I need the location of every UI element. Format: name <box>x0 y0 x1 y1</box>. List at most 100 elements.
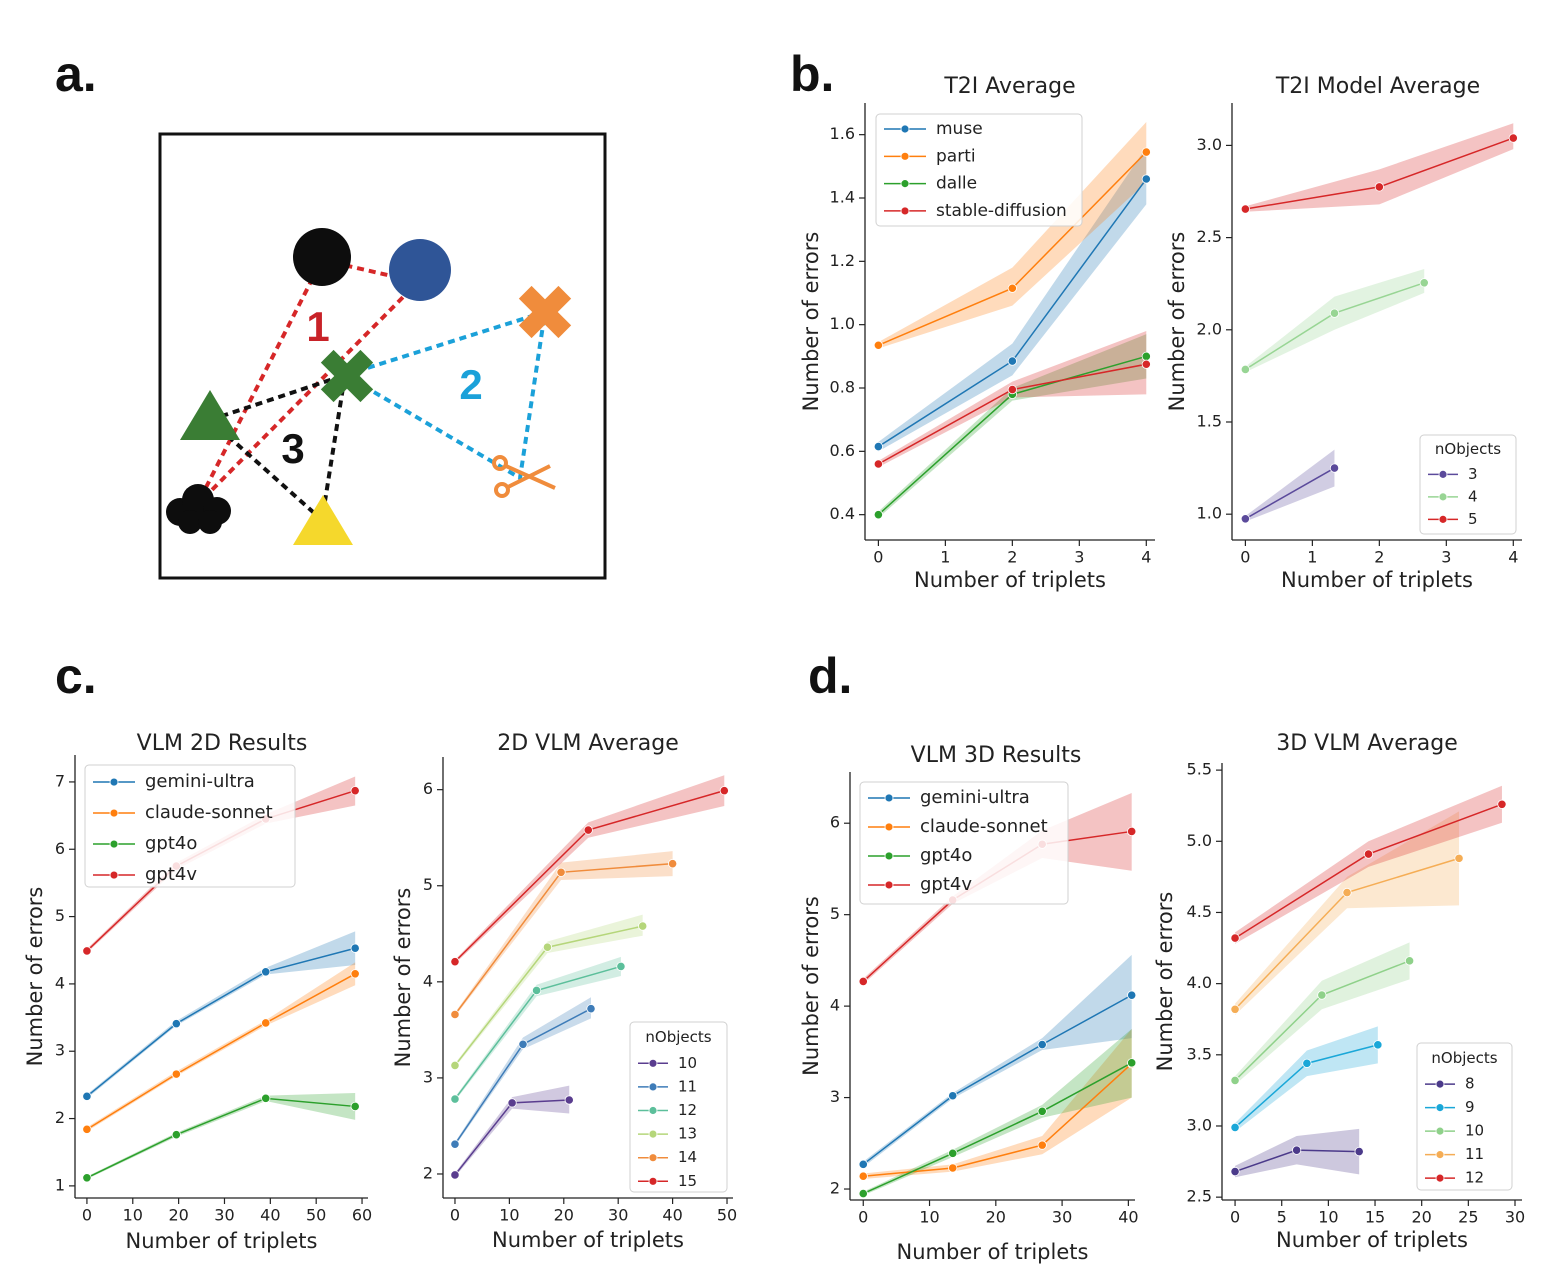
point <box>542 942 553 952</box>
point <box>1127 990 1137 1000</box>
y-tick-label: 1.2 <box>830 251 855 270</box>
point <box>450 1094 460 1104</box>
x-tick-label: 0 <box>82 1206 92 1225</box>
legend-label: gpt4v <box>145 864 197 885</box>
panel-label: c. <box>55 648 97 704</box>
point <box>873 340 883 350</box>
confidence-band <box>86 1092 356 1180</box>
point <box>1007 384 1017 395</box>
confidence-band <box>878 331 1147 468</box>
chart-title: VLM 3D Results <box>911 743 1082 768</box>
y-axis-label: Number of errors <box>391 888 415 1068</box>
y-tick-label: 1.4 <box>830 188 855 207</box>
x-tick-label: 2 <box>1007 548 1017 567</box>
x-tick-label: 60 <box>352 1206 372 1225</box>
diagram-frame <box>158 132 607 580</box>
x-tick-label: 30 <box>1505 1208 1525 1227</box>
legend-label: gemini-ultra <box>145 771 255 792</box>
legend-box <box>875 113 1083 227</box>
confidence-band <box>1235 811 1460 1015</box>
point <box>948 1148 958 1158</box>
y-tick-label: 6 <box>830 813 840 832</box>
chart-title: VLM 2D Results <box>137 731 308 756</box>
confidence-band <box>1245 449 1335 522</box>
chart: T2I Model Average Number of triplets Numbe… <box>1165 74 1522 592</box>
legend-marker <box>648 1129 658 1139</box>
point <box>1317 990 1327 1000</box>
point <box>1037 1140 1047 1150</box>
chart-title: T2I Model Average <box>1275 74 1480 99</box>
y-tick-label: 0.4 <box>830 504 855 523</box>
y-tick-label: 3.0 <box>1187 1115 1212 1134</box>
point <box>1037 1039 1047 1050</box>
connections <box>195 257 548 524</box>
point <box>1240 364 1250 375</box>
legend-marker <box>1438 492 1448 502</box>
x-tick-label: 50 <box>306 1206 326 1225</box>
point <box>350 1101 360 1112</box>
y-tick-label: 4 <box>830 996 840 1015</box>
point <box>171 1130 181 1140</box>
panel-label: a. <box>55 46 97 102</box>
confidence-band <box>863 1028 1132 1179</box>
point <box>518 1039 528 1049</box>
x-tick-label: 0 <box>1240 548 1250 567</box>
x-tick-label: 4 <box>1141 548 1151 567</box>
series-line <box>862 994 1133 1165</box>
point <box>873 459 883 469</box>
point <box>1454 853 1464 863</box>
point <box>1329 308 1340 318</box>
point <box>171 1069 181 1079</box>
point <box>1404 956 1415 966</box>
point <box>873 510 883 520</box>
blue-circle <box>389 239 451 301</box>
point <box>1342 887 1352 898</box>
y-tick-label: 0.8 <box>830 378 855 397</box>
y-tick-label: 4 <box>55 973 65 992</box>
x-tick-label: 40 <box>1118 1208 1138 1227</box>
legend-marker <box>648 1106 658 1115</box>
legend-label: 10 <box>678 1054 697 1072</box>
x-tick-label: 1 <box>1307 548 1317 567</box>
confidence-band <box>454 997 591 1147</box>
legend-label: 13 <box>678 1125 697 1143</box>
orange-cross <box>518 285 572 339</box>
chart: 3D VLM Average Number of triplets Number o… <box>1153 731 1525 1252</box>
x-axis-label: Number of triplets <box>897 1240 1089 1264</box>
point <box>586 1004 596 1014</box>
legend-label: 12 <box>678 1101 697 1119</box>
x-tick-label: 20 <box>1412 1208 1432 1227</box>
point <box>1240 514 1250 524</box>
legend-label: stable-diffusion <box>936 201 1067 221</box>
y-axis-label: Number of errors <box>23 887 47 1067</box>
confidence-band <box>454 851 673 1017</box>
confidence-band <box>878 334 1147 518</box>
x-tick-label: 0 <box>450 1206 460 1225</box>
y-tick-label: 0.6 <box>830 441 855 460</box>
legend-label: 9 <box>1465 1098 1475 1116</box>
point <box>1037 1106 1047 1116</box>
legend-label: gpt4o <box>145 833 197 854</box>
x-tick-label: 1 <box>940 548 950 567</box>
legend-label: gemini-ultra <box>920 787 1030 808</box>
legend-box <box>84 764 296 888</box>
point <box>616 961 626 972</box>
point <box>350 969 360 979</box>
series-line <box>454 1008 592 1145</box>
y-tick-label: 2 <box>830 1179 840 1198</box>
y-tick-label: 2.0 <box>1197 319 1222 338</box>
x-axis-label: Number of triplets <box>126 1229 318 1253</box>
scissors <box>492 455 556 498</box>
legend-marker <box>1435 1079 1445 1089</box>
series-line <box>86 973 356 1130</box>
x-tick-label: 2 <box>1374 548 1384 567</box>
y-tick-label: 2.5 <box>1197 227 1222 246</box>
legend: gemini-ultra claude-sonnet gpt4o gpt4v <box>859 781 1069 905</box>
chart: VLM 2D Results Number of triplets Number o… <box>23 731 372 1253</box>
legend-marker <box>1435 1150 1445 1160</box>
confidence-band <box>1235 1026 1378 1132</box>
point <box>1007 356 1017 366</box>
legend-label: dalle <box>936 174 977 194</box>
y-tick-label: 1 <box>55 1175 65 1194</box>
series-line <box>863 1063 1133 1177</box>
